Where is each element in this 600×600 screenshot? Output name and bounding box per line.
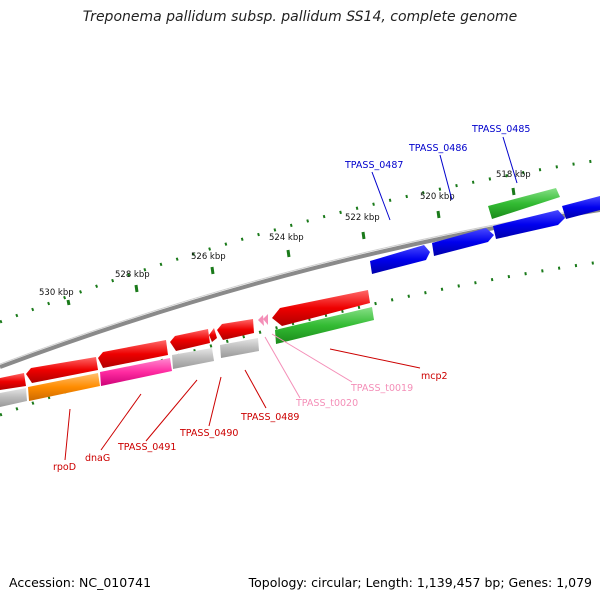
scale-label: 522 kbp xyxy=(345,213,380,223)
rna-genes xyxy=(275,188,560,344)
label-rpod[interactable]: rpoD xyxy=(53,462,76,473)
label-mcp2[interactable]: mcp2 xyxy=(421,371,448,382)
leader-tpass-0487 xyxy=(371,171,391,221)
label-tpass-0491[interactable]: TPASS_0491 xyxy=(117,442,176,453)
leader-tpass-t0020 xyxy=(264,336,301,399)
feature-orange[interactable] xyxy=(28,373,100,401)
scale-label: 528 kbp xyxy=(115,270,150,280)
scale-label: 526 kbp xyxy=(191,252,226,262)
gene-rpod[interactable] xyxy=(0,373,26,390)
leader-tpass-0489 xyxy=(244,369,267,409)
leader-tpass-0485 xyxy=(502,136,518,184)
feature-highlight[interactable] xyxy=(100,358,172,386)
accession-text: Accession: NC_010741 xyxy=(9,575,152,590)
gene-pink-tick-2[interactable] xyxy=(263,314,268,325)
leader-dnag xyxy=(100,393,142,451)
scale-label: 524 kbp xyxy=(269,233,304,243)
major-tick xyxy=(66,299,71,306)
leader-mcp2 xyxy=(329,348,421,369)
label-tpass-0486[interactable]: TPASS_0486 xyxy=(408,143,467,154)
reverse-strand-genes xyxy=(0,290,370,390)
leader-tpass-0491 xyxy=(145,379,198,442)
gene-tpass-0491[interactable] xyxy=(98,340,168,368)
feature-track xyxy=(0,338,259,407)
forward-strand-genes xyxy=(370,196,600,274)
gene-green-upper[interactable] xyxy=(488,188,560,219)
gene-mcp2[interactable] xyxy=(275,307,374,344)
gene-tpass-0485[interactable] xyxy=(493,210,565,239)
major-tick xyxy=(361,231,366,240)
inner-scale-ring xyxy=(0,260,600,417)
gene-tpass-0487[interactable] xyxy=(370,245,430,274)
leader-rpod xyxy=(64,408,71,461)
map-title: Treponema pallidum subsp. pallidum SS14,… xyxy=(82,9,518,25)
gene-tpass-0490[interactable] xyxy=(170,329,210,351)
leader-tpass-t0019 xyxy=(271,333,353,383)
scale-ticks xyxy=(66,187,516,306)
feature-gray-3[interactable] xyxy=(0,388,27,407)
gene-unlabeled-blue[interactable] xyxy=(562,196,600,219)
label-dnag[interactable]: dnaG xyxy=(85,453,110,464)
label-tpass-0485[interactable]: TPASS_0485 xyxy=(471,124,530,135)
gene-labels: TPASS_0485 TPASS_0486 TPASS_0487 mcp2 TP… xyxy=(53,124,530,473)
label-tpass-0489[interactable]: TPASS_0489 xyxy=(240,412,299,423)
major-tick xyxy=(210,266,215,275)
major-tick xyxy=(436,210,441,219)
label-tpass-t0019[interactable]: TPASS_t0019 xyxy=(350,383,413,394)
label-tpass-0487[interactable]: TPASS_0487 xyxy=(344,160,403,171)
scale-label: 518 kbp xyxy=(496,170,531,180)
major-tick xyxy=(511,187,516,196)
scale-label: 530 kbp xyxy=(39,288,74,298)
gene-dnag[interactable] xyxy=(26,357,98,383)
leader-tpass-0486 xyxy=(439,154,453,201)
gene-red-small[interactable] xyxy=(209,328,217,342)
label-tpass-0490[interactable]: TPASS_0490 xyxy=(179,428,238,439)
major-tick xyxy=(134,284,139,293)
gene-tpass-0486[interactable] xyxy=(432,228,494,256)
major-tick xyxy=(286,249,291,258)
genome-summary-text: Topology: circular; Length: 1,139,457 bp… xyxy=(248,575,592,590)
feature-gray-1[interactable] xyxy=(220,338,259,358)
feature-gray-2[interactable] xyxy=(172,348,214,369)
label-tpass-t0020[interactable]: TPASS_t0020 xyxy=(295,398,358,409)
gene-pink-tick-1[interactable] xyxy=(258,315,264,326)
leader-tpass-0490 xyxy=(208,376,222,427)
scale-labels: 530 kbp 528 kbp 526 kbp 524 kbp 522 kbp … xyxy=(39,170,531,298)
gene-tpass-0489[interactable] xyxy=(217,319,254,340)
scale-label: 520 kbp xyxy=(420,192,455,202)
gene-red-upper-1[interactable] xyxy=(272,290,370,326)
label-leader-lines xyxy=(64,136,518,461)
